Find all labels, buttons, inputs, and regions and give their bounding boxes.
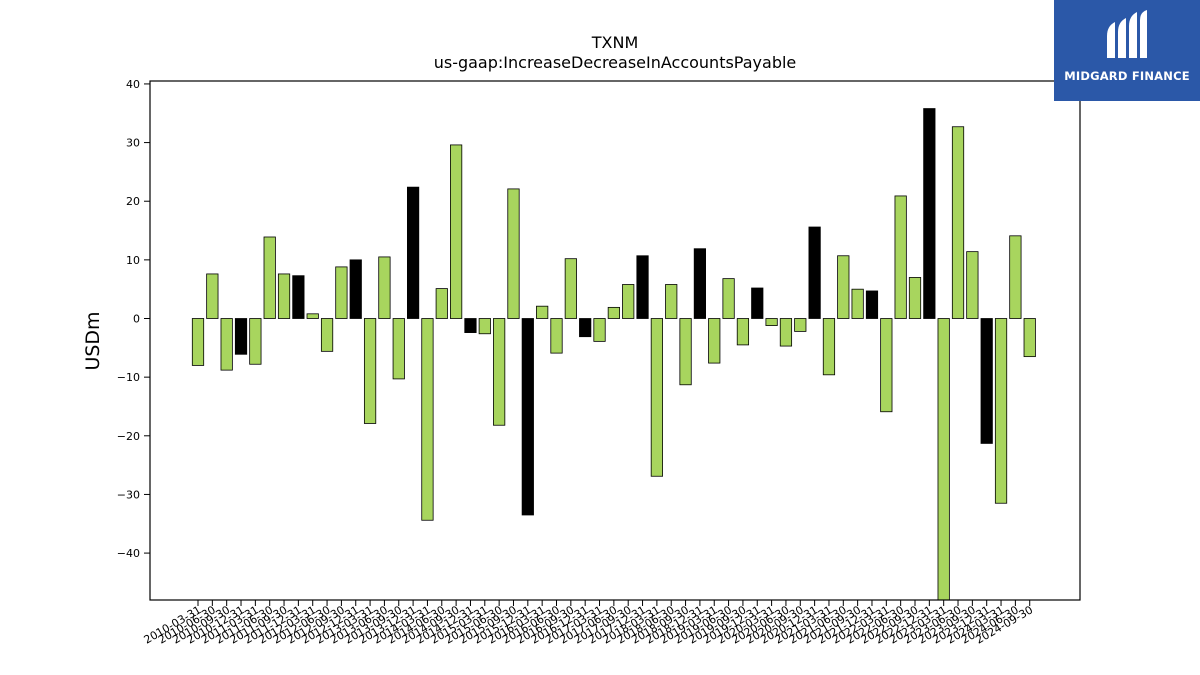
bar-2010-12-31 [234,318,248,355]
bar-2017-03-31 [593,318,606,342]
bar-2015-03-31 [478,318,491,335]
bar-2012-12-31 [349,259,362,319]
y-tick-label: −40 [117,547,140,560]
bar-2022-09-30 [908,277,922,319]
bar-2015-12-31 [521,318,534,516]
bar-2019-03-31 [708,318,721,364]
bar-2019-12-31 [751,287,764,319]
bar-2013-12-31 [406,186,420,319]
bar-2023-12-31 [980,318,993,444]
chart-title: TXNM [591,33,639,52]
bar-2017-12-31 [636,255,649,319]
y-tick-label: 10 [126,254,140,267]
bar-2021-03-31 [822,318,836,376]
bar-2012-06-30 [320,318,334,352]
bar-2010-09-30 [220,318,233,371]
bar-2022-12-31 [923,108,936,319]
bar-2011-09-30 [277,273,291,319]
bar-2014-12-31 [464,318,477,333]
bar-2013-06-30 [378,256,391,319]
bar-2019-06-30 [722,278,735,319]
bar-2013-03-31 [363,318,377,424]
bar-2010-03-31 [191,318,205,366]
chart-subtitle: us-gaap:IncreaseDecreaseInAccountsPayabl… [434,53,797,72]
y-axis-label: USDm [82,311,104,370]
y-tick-label: 20 [126,195,140,208]
y-tick-label: 30 [126,137,140,150]
bar-2022-03-31 [880,318,893,413]
bar-2012-03-31 [306,313,319,319]
midgard-finance-logo: MIDGARD FINANCE [1054,0,1200,101]
bar-2024-06-30 [1009,235,1022,319]
bar-2016-06-30 [550,318,563,354]
bar-2015-06-30 [493,318,506,426]
y-tick-label: −10 [117,371,140,384]
bar-2012-09-30 [335,266,348,319]
y-tick-label: −20 [117,430,140,443]
bar-2022-06-30 [894,195,907,319]
y-tick-label: 0 [133,313,140,326]
bars-group [191,108,1036,601]
bar-2014-06-30 [435,288,448,319]
bar-2018-06-30 [665,284,678,319]
bar-2013-09-30 [392,318,405,380]
bar-2018-09-30 [679,318,692,386]
bar-2023-09-30 [966,251,979,319]
bar-2014-09-30 [450,144,463,319]
bar-2016-12-31 [579,318,592,338]
bar-2020-09-30 [794,318,807,332]
bar-2023-03-31 [937,318,950,601]
bar-2017-06-30 [607,306,620,319]
bar-2024-03-31 [994,318,1008,504]
bar-2016-03-31 [536,305,549,319]
bar-2010-06-30 [206,273,219,319]
y-tick-label: −30 [117,488,140,501]
plot-frame [149,80,1081,601]
bar-2014-03-31 [421,318,434,521]
x-axis: 2010-03-312010-06-302010-09-302010-12-31… [142,600,1035,647]
bar-2011-06-30 [263,236,276,319]
bar-2018-12-31 [693,248,707,319]
bar-2017-09-30 [622,284,635,319]
bar-2021-09-30 [851,288,864,319]
bar-2020-03-31 [765,318,778,326]
bar-2018-03-31 [650,318,663,477]
bar-2021-12-31 [865,290,879,319]
bar-2015-09-30 [507,188,520,319]
midgard-logo-icon [1107,10,1147,58]
bar-2023-06-30 [951,126,965,319]
bar-2016-09-30 [564,258,577,319]
logo-text: MIDGARD FINANCE [1064,69,1190,83]
bar-2024-09-30 [1023,318,1036,358]
bar-2020-12-31 [808,226,821,319]
bar-2021-06-30 [837,255,850,319]
bar-2011-12-31 [292,275,305,319]
y-axis: −40 −30 −20 −10 0 10 20 30 40 [117,78,150,560]
bar-2020-06-30 [779,318,793,347]
bar-2011-03-31 [249,318,262,365]
y-tick-label: 40 [126,78,140,91]
bar-2019-09-30 [736,318,750,346]
